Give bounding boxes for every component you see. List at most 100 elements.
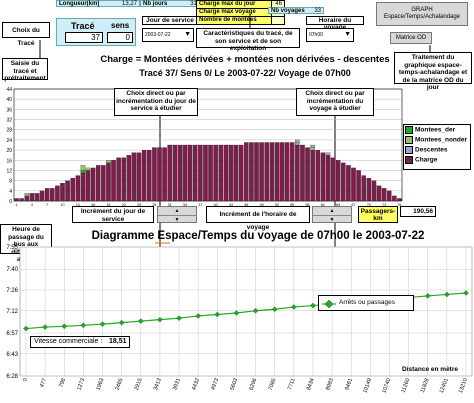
saisie-callout: Saisie du tracé et prétraitement: [2, 58, 48, 82]
y-tick-label: 24: [6, 138, 12, 144]
bar-charge: [284, 142, 290, 202]
charge-legend: [403, 124, 471, 170]
x-tick-label: 11260: [401, 378, 412, 394]
bar-charge: [203, 144, 208, 202]
bar-montees_nonder: [24, 193, 30, 197]
traitement-callout: Traitement du graphique espace-temps-ach…: [394, 52, 472, 91]
nb-voyages-value: 33: [314, 8, 321, 14]
x-tick-label: 5603: [229, 378, 239, 392]
spin-up-button[interactable]: ▲: [313, 207, 351, 216]
data-point: [176, 315, 182, 321]
y-tick-label: 7:40: [6, 267, 18, 273]
bar-charge: [162, 147, 167, 202]
bar-charge: [182, 144, 188, 202]
data-point: [99, 321, 106, 327]
sens-input[interactable]: 0: [107, 32, 133, 43]
y-tick-label: 36: [6, 107, 12, 113]
x-tick-label: 46: [244, 203, 248, 207]
bar-charge: [341, 162, 346, 202]
x-tick-label: 49: [260, 203, 264, 207]
bar-charge: [172, 144, 178, 202]
bar-charge: [320, 152, 326, 202]
bar-charge: [274, 142, 280, 202]
bar-charge: [325, 155, 331, 202]
passagers-value: 190,56: [400, 206, 436, 217]
horaire-label: Horaire du voyage: [306, 16, 364, 31]
choix-trace-button[interactable]: Choix du Tracé: [2, 22, 50, 47]
x-tick-label: 58: [306, 203, 310, 207]
bar-descentes: [310, 144, 315, 148]
bar-charge: [330, 157, 336, 202]
longueur-row: Longueur(km) 13,27: [56, 0, 140, 7]
horaire-select[interactable]: 07h00 ▼: [306, 28, 354, 42]
bar-charge: [152, 147, 157, 202]
x-tick-label: 4973: [210, 378, 220, 392]
x-tick-label: 28: [152, 203, 156, 207]
data-point: [424, 293, 431, 299]
space-time-title: Diagramme Espace/Temps du voyage de 07h0…: [91, 230, 425, 242]
legend-item: Charge: [405, 156, 469, 165]
data-point: [195, 313, 201, 319]
x-tick-label: 8983: [325, 378, 335, 392]
data-point: [444, 291, 450, 298]
x-tick-label: 16: [91, 203, 95, 207]
data-point: [214, 311, 221, 318]
jour-select[interactable]: 2003-07-22 ▼: [142, 28, 194, 42]
bar-charge: [198, 144, 203, 202]
bar-charge: [269, 142, 275, 202]
bar-charge: [14, 198, 19, 202]
y-tick-label: 0: [9, 199, 12, 205]
bar-charge: [259, 142, 264, 202]
bar-charge: [147, 149, 152, 202]
bar-charge: [55, 185, 60, 202]
callout-jour: Choix direct ou par incrémentation du jo…: [114, 88, 198, 116]
legend-label: Montees_der: [415, 126, 456, 134]
bar-charge: [39, 190, 45, 202]
data-point: [252, 307, 259, 314]
inc-horaire-label: Incrément de l'horaire de voyage: [206, 206, 310, 231]
inc-horaire-spinner[interactable]: ▲ ▼: [312, 206, 352, 223]
charge-title: Charge = Montées dérivées + montées non …: [100, 54, 390, 65]
graph-button[interactable]: GRAPH Espace/Temps/Achalandage: [376, 2, 468, 26]
chevron-down-icon[interactable]: ▼: [184, 31, 191, 38]
bar-montees_nonder: [106, 160, 111, 163]
inc-jour-label: Incrément du jour de service: [72, 206, 154, 223]
bar-charge: [249, 142, 254, 202]
bar-charge: [187, 144, 193, 202]
x-tick-label: 4: [31, 203, 33, 207]
matrice-od-button[interactable]: Matrice OD: [390, 32, 432, 44]
spin-down-button[interactable]: ▼: [174, 217, 180, 223]
x-tick-label: 11828: [420, 378, 431, 394]
spin-down-button[interactable]: ▼: [329, 217, 335, 223]
bar-charge: [34, 193, 40, 202]
chevron-down-icon[interactable]: ▼: [344, 31, 351, 38]
st-legend: Arrêts ou passages: [318, 295, 414, 311]
bar-charge: [177, 144, 183, 202]
bar-charge: [254, 142, 259, 202]
bar-charge: [386, 190, 392, 202]
bar-charge: [397, 198, 402, 202]
bar-charge: [371, 180, 377, 202]
x-tick-label: 34: [183, 203, 187, 207]
bar-montees_nonder: [85, 167, 91, 171]
st-legend-label: Arrêts ou passages: [339, 299, 396, 306]
trace-input[interactable]: 37: [65, 32, 103, 43]
vitesse-box: Vitesse commerciale : 18,51: [30, 336, 130, 348]
x-tick-label: 10149: [362, 378, 373, 394]
spin-up-button[interactable]: ▲: [158, 207, 196, 216]
bar-montees_der: [80, 170, 86, 174]
x-tick-label: 2915: [134, 378, 144, 392]
bar-charge: [192, 144, 198, 202]
bar-charge: [131, 152, 137, 202]
x-tick-label: 1: [16, 203, 18, 207]
x-tick-label: 477: [39, 378, 48, 389]
distance-label: Distance en mètre: [402, 366, 458, 373]
longueur-value: 13,27: [121, 1, 137, 7]
y-tick-label: 8: [9, 179, 12, 185]
bar-charge: [24, 195, 30, 202]
inc-jour-spinner[interactable]: ▲ ▼: [157, 206, 197, 223]
bar-charge: [264, 142, 269, 202]
charge-subtitle: Tracé 37/ Sens 0/ Le 2003-07-22/ Voyage …: [139, 68, 351, 78]
bar-charge: [80, 172, 86, 202]
